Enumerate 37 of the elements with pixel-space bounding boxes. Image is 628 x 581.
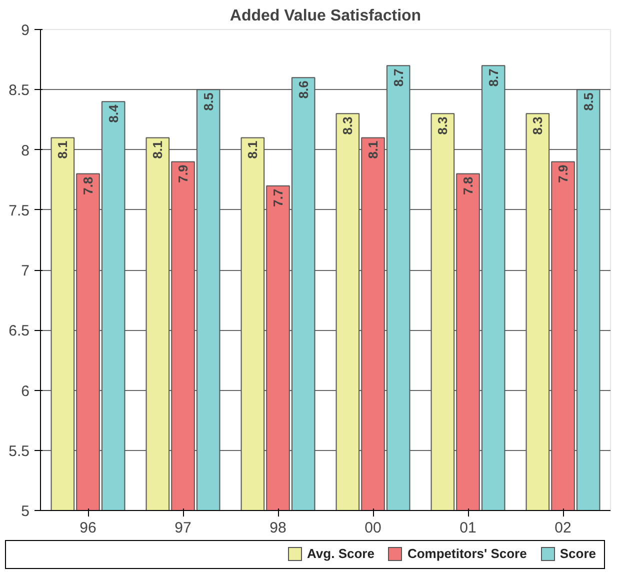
x-tick-label: 96 — [80, 520, 96, 536]
data-label: 7.9 — [556, 164, 570, 183]
data-label: 8.3 — [340, 116, 356, 135]
y-tick-label: 8.5 — [8, 82, 30, 100]
y-tick-label: 8 — [21, 142, 30, 160]
y-tick-label: 7 — [21, 262, 30, 280]
data-label: 8.3 — [435, 116, 450, 135]
x-tick-label: 97 — [174, 520, 192, 536]
chart-title: Added Value Satisfaction — [230, 8, 422, 24]
legend-label: Avg. Score — [307, 545, 374, 563]
data-label: 8.5 — [200, 92, 216, 111]
y-tick-label: 6.5 — [8, 322, 30, 340]
x-tick-label: 98 — [270, 520, 286, 536]
data-label: 7.8 — [460, 176, 476, 195]
data-label: 8.1 — [150, 140, 166, 159]
data-label: 8.4 — [106, 104, 121, 123]
data-label: 8.5 — [580, 92, 596, 111]
y-tick-label: 9 — [21, 22, 30, 39]
y-tick-label: 6 — [21, 382, 30, 400]
data-label: 8.7 — [390, 68, 406, 87]
data-label: 7.7 — [270, 188, 286, 207]
data-label: 8.1 — [55, 140, 70, 159]
legend-label: Score — [560, 545, 596, 563]
x-tick-label: 01 — [460, 520, 476, 536]
y-tick-label: 7.5 — [8, 202, 30, 220]
data-label: 8.1 — [245, 140, 260, 159]
data-label: 8.3 — [530, 116, 546, 135]
data-label: 7.9 — [176, 164, 190, 183]
data-label: 7.8 — [80, 176, 96, 195]
data-label: 8.1 — [366, 140, 380, 159]
data-label: 8.7 — [486, 68, 501, 87]
y-tick-label: 5.5 — [8, 442, 30, 460]
x-tick-label: 00 — [364, 520, 382, 536]
x-tick-label: 02 — [554, 520, 572, 536]
data-label: 8.6 — [296, 80, 311, 99]
legend-label: Competitors' Score — [407, 545, 527, 563]
y-tick-label: 5 — [21, 503, 30, 520]
